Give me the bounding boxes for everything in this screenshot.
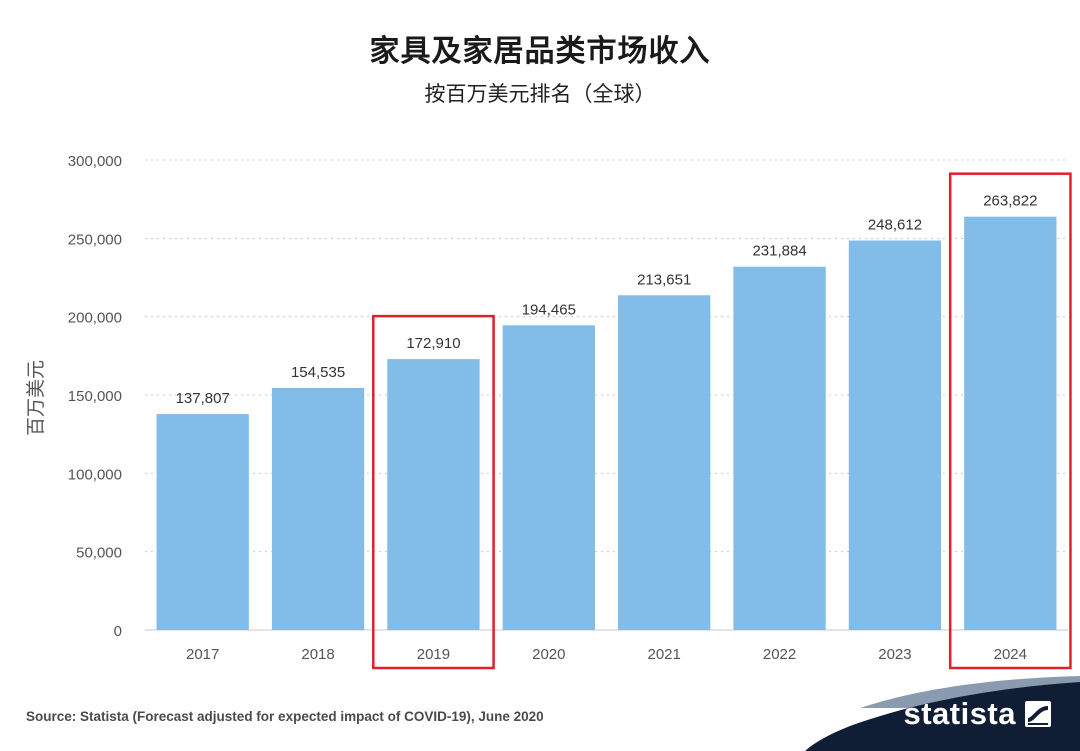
y-tick-label: 0 [114, 623, 122, 640]
y-axis-title: 百万美元 [25, 360, 47, 436]
x-tick-label-2020: 2020 [532, 646, 565, 663]
value-label-2018: 154,535 [291, 364, 345, 381]
y-tick-label: 250,000 [68, 231, 122, 248]
x-tick-label-2023: 2023 [878, 646, 911, 663]
highlight-box-2019 [372, 314, 495, 670]
highlight-boxes [372, 172, 1072, 670]
statista-logo-text: statista [903, 696, 1016, 731]
y-tick-label: 100,000 [68, 466, 122, 483]
bar-2021 [618, 295, 711, 630]
bar-2024 [964, 216, 1057, 630]
bar-2017 [156, 414, 249, 630]
value-label-2019: 172,910 [406, 335, 460, 352]
chart-title: 家具及家居品类市场收入 [369, 34, 711, 69]
value-label-2024: 263,822 [983, 193, 1037, 210]
footer-band [805, 676, 1080, 751]
value-label-2023: 248,612 [868, 217, 922, 234]
bar-2022 [733, 266, 826, 630]
bars [156, 216, 1057, 630]
chart-subtitle: 按百万美元排名（全球） [424, 82, 656, 106]
y-tick-label: 50,000 [76, 545, 122, 562]
value-labels: 137,807 154,535 172,910 194,465 213,651 231,8… [176, 193, 1038, 407]
y-tick-label: 200,000 [68, 310, 122, 327]
bar-2019 [387, 359, 480, 630]
value-label-2017: 137,807 [176, 390, 230, 407]
bar-2023 [848, 240, 942, 630]
footer-band-shape [805, 682, 1080, 751]
y-tick-label: 300,000 [68, 153, 122, 170]
x-tick-label-2019: 2019 [417, 646, 450, 663]
source-note: Source: Statista (Forecast adjusted for … [26, 709, 544, 724]
statista-logo[interactable]: statista [903, 696, 1052, 732]
x-tick-label-2024: 2024 [994, 646, 1027, 663]
x-tick-label-2018: 2018 [301, 646, 334, 663]
x-tick-label-2021: 2021 [648, 646, 681, 663]
highlight-box-2024 [948, 172, 1072, 670]
y-axis-ticks: 0 50,000 100,000 150,000 200,000 250,000 300,0… [68, 153, 122, 640]
bar-2020 [502, 325, 595, 630]
y-tick-label: 150,000 [68, 388, 122, 405]
bar-2018 [271, 387, 365, 630]
x-tick-label-2017: 2017 [186, 646, 219, 663]
value-label-2021: 213,651 [637, 271, 691, 288]
value-label-2020: 194,465 [522, 301, 576, 318]
x-tick-label-2022: 2022 [763, 646, 796, 663]
value-label-2022: 231,884 [752, 243, 806, 260]
statista-logo-icon [1025, 701, 1051, 727]
x-axis-ticks: 2017 2018 2019 2020 2021 2022 2023 2024 [186, 646, 1027, 663]
